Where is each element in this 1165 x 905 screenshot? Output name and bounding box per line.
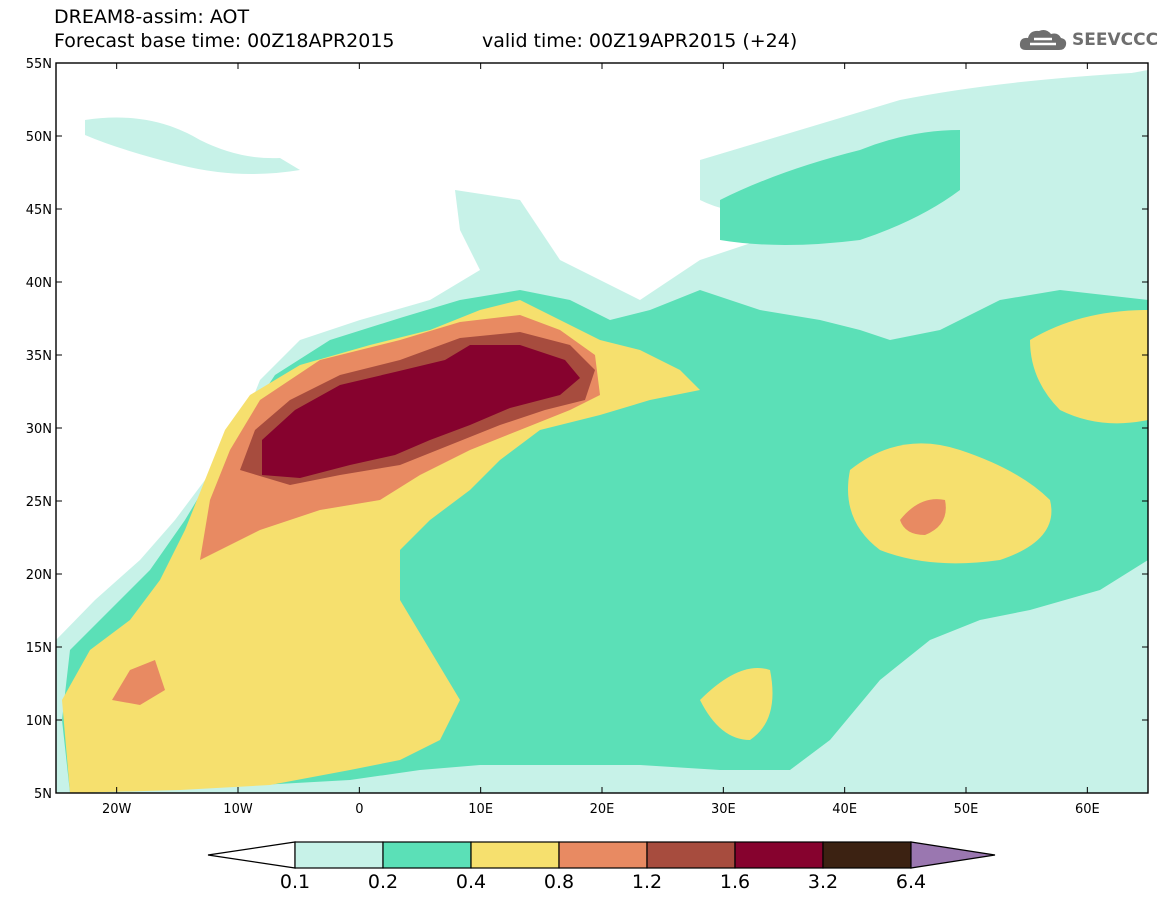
colorbar-box — [382, 841, 472, 869]
colorbar-upper-triangle — [910, 841, 996, 869]
lat-tick-label: 40N — [26, 276, 52, 291]
valid-time: valid time: 00Z19APR2015 (+24) — [482, 30, 798, 52]
lat-tick-label: 20N — [26, 568, 52, 583]
aot-level-0-4 — [62, 300, 700, 793]
colorbar-label: 3.2 — [808, 871, 838, 893]
aot-level-1-6 — [262, 345, 580, 478]
aot-level-0-2-eastband — [720, 130, 960, 245]
lat-tick-label: 5N — [34, 787, 52, 802]
longitude-tick-marks — [116, 63, 1088, 793]
colorbar-box — [470, 841, 560, 869]
longitude-labels: 20W 10W 0 10E 20E 30E 40E 50E 60E — [102, 802, 1100, 817]
lat-tick-label: 10N — [26, 714, 52, 729]
colorbar-box — [294, 841, 384, 869]
lon-tick-label: 20W — [102, 802, 132, 817]
seevccc-logo: SEEVCCC — [1018, 26, 1158, 54]
forecast-base-time: Forecast base time: 00Z18APR2015 — [54, 30, 395, 52]
lat-tick-label: 35N — [26, 349, 52, 364]
colorbar-box — [558, 841, 648, 869]
colorbar-label: 0.1 — [280, 871, 310, 893]
lat-tick-label: 30N — [26, 422, 52, 437]
cloud-icon — [1019, 30, 1067, 50]
lon-tick-label: 10E — [468, 802, 493, 817]
aot-level-0-4-arabia — [848, 443, 1052, 564]
latitude-labels: 5N 10N 15N 20N 25N 30N 35N 40N 45N 50N 55N — [26, 57, 52, 802]
lon-tick-label: 60E — [1075, 802, 1100, 817]
colorbar-label: 1.6 — [720, 871, 750, 893]
colorbar-boxes — [207, 841, 996, 869]
colorbar-lower-triangle — [207, 841, 296, 869]
latitude-tick-marks — [56, 62, 1148, 794]
colorbar-label: 0.4 — [456, 871, 486, 893]
aot-level-0-4-iran — [1030, 310, 1148, 424]
colorbar-labels: 0.1 0.2 0.4 0.8 1.2 1.6 3.2 6.4 — [280, 871, 926, 893]
logo-text: SEEVCCC — [1072, 30, 1159, 50]
lon-tick-label: 40E — [832, 802, 857, 817]
colorbar-label: 1.2 — [632, 871, 662, 893]
lat-tick-label: 55N — [26, 57, 52, 72]
colorbar-label: 0.2 — [368, 871, 398, 893]
aot-level-0-8-arabia — [900, 499, 946, 535]
colorbar-box — [646, 841, 736, 869]
lon-tick-label: 0 — [355, 802, 363, 817]
lon-tick-label: 10W — [223, 802, 253, 817]
colorbar-box — [734, 841, 824, 869]
map-title: DREAM8-assim: AOT — [54, 6, 250, 28]
colorbar-label: 6.4 — [896, 871, 926, 893]
lat-tick-label: 45N — [26, 203, 52, 218]
lon-tick-label: 30E — [711, 802, 736, 817]
aot-level-0-4-sahel — [700, 668, 773, 740]
colorbar-label: 0.8 — [544, 871, 574, 893]
lon-tick-label: 20E — [590, 802, 615, 817]
lat-tick-label: 25N — [26, 495, 52, 510]
map-frame — [55, 62, 1149, 794]
aot-level-0-8-west — [112, 660, 165, 705]
lon-tick-label: 50E — [954, 802, 979, 817]
lat-tick-label: 15N — [26, 641, 52, 656]
aot-level-0-1-north — [85, 117, 300, 174]
colorbar-box — [822, 841, 912, 869]
aot-field — [56, 70, 1148, 793]
lat-tick-label: 50N — [26, 130, 52, 145]
